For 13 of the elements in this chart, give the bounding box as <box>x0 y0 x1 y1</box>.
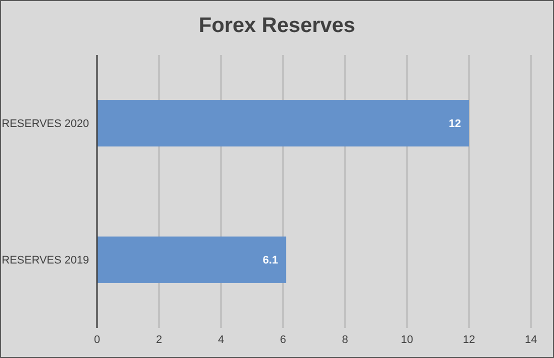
y-tick-label: RESERVES 2020 <box>2 118 89 130</box>
x-tick-label: 4 <box>218 334 224 346</box>
x-tick-label: 2 <box>156 334 162 346</box>
x-tick-label: 8 <box>342 334 348 346</box>
chart-title: Forex Reserves <box>198 14 356 37</box>
x-tick-label: 14 <box>524 334 538 346</box>
x-tick-label: 12 <box>462 334 476 346</box>
x-tick-label: 10 <box>400 334 414 346</box>
data-label: 6.1 <box>262 254 278 267</box>
y-tick-label: RESERVES 2019 <box>2 254 89 267</box>
x-tick-label: 6 <box>280 334 286 346</box>
data-label: 12 <box>448 118 461 130</box>
x-tick-label: 0 <box>94 334 100 346</box>
